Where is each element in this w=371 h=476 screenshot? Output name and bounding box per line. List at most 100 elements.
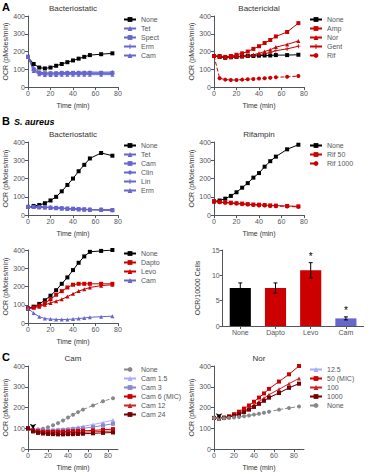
svg-text:Bacteriostatic: Bacteriostatic <box>49 130 97 139</box>
svg-text:100: 100 <box>199 66 211 73</box>
svg-text:300: 300 <box>199 30 211 37</box>
svg-text:200: 200 <box>199 175 211 182</box>
svg-text:0: 0 <box>215 323 219 330</box>
svg-text:Cam 1.5: Cam 1.5 <box>141 375 168 382</box>
svg-text:Cam 24: Cam 24 <box>141 411 166 418</box>
svg-text:0: 0 <box>207 446 211 453</box>
svg-text:20: 20 <box>47 326 55 333</box>
svg-text:20: 20 <box>47 218 55 225</box>
svg-text:40: 40 <box>250 452 258 459</box>
svg-text:400: 400 <box>13 247 25 254</box>
svg-text:5: 5 <box>215 297 219 304</box>
svg-text:Time (min): Time (min) <box>56 464 89 472</box>
svg-text:400: 400 <box>199 363 211 370</box>
svg-text:400: 400 <box>13 363 25 370</box>
svg-text:Time (min): Time (min) <box>242 102 275 110</box>
svg-text:60: 60 <box>92 218 100 225</box>
svg-text:OCR (pMoles/min): OCR (pMoles/min) <box>188 23 196 81</box>
svg-text:C: C <box>2 351 10 363</box>
svg-text:80: 80 <box>300 90 308 97</box>
svg-text:Time (min): Time (min) <box>56 230 89 238</box>
svg-text:A: A <box>2 1 10 13</box>
svg-text:100: 100 <box>13 425 25 432</box>
svg-text:20: 20 <box>47 90 55 97</box>
svg-text:Time (min): Time (min) <box>56 338 89 346</box>
svg-text:Cam: Cam <box>338 329 353 336</box>
svg-text:0: 0 <box>21 84 25 91</box>
svg-text:1000: 1000 <box>327 393 343 400</box>
svg-text:20: 20 <box>232 218 240 225</box>
svg-text:Dapto: Dapto <box>141 259 160 267</box>
svg-text:Cam 6 (MIC): Cam 6 (MIC) <box>141 393 181 401</box>
svg-text:Tet: Tet <box>141 25 150 32</box>
svg-text:60: 60 <box>277 90 285 97</box>
svg-text:200: 200 <box>13 404 25 411</box>
svg-text:0: 0 <box>21 446 25 453</box>
svg-text:0: 0 <box>212 218 216 225</box>
svg-text:OCR (pMoles/min): OCR (pMoles/min) <box>188 150 196 208</box>
svg-text:40: 40 <box>64 452 72 459</box>
svg-text:Bacteriostatic: Bacteriostatic <box>49 4 97 13</box>
svg-text:Rif: Rif <box>327 52 336 59</box>
svg-text:80: 80 <box>300 218 308 225</box>
svg-text:Rif 50: Rif 50 <box>327 151 345 158</box>
svg-text:Lin: Lin <box>141 178 150 185</box>
svg-text:Nor: Nor <box>252 354 265 363</box>
svg-text:300: 300 <box>13 265 25 272</box>
svg-text:Spect: Spect <box>141 34 159 42</box>
svg-text:200: 200 <box>199 48 211 55</box>
svg-text:S. aureus: S. aureus <box>14 117 55 127</box>
svg-text:20: 20 <box>44 452 52 459</box>
svg-text:80: 80 <box>114 90 122 97</box>
svg-text:40: 40 <box>255 218 263 225</box>
svg-text:80: 80 <box>290 452 298 459</box>
svg-text:200: 200 <box>13 283 25 290</box>
svg-text:40: 40 <box>69 90 77 97</box>
svg-text:12.5: 12.5 <box>327 366 341 373</box>
svg-text:400: 400 <box>13 13 25 20</box>
svg-text:Amp: Amp <box>327 25 342 33</box>
svg-text:200: 200 <box>199 404 211 411</box>
svg-text:Time (min): Time (min) <box>242 464 275 472</box>
svg-text:200: 200 <box>13 48 25 55</box>
svg-text:80: 80 <box>114 326 122 333</box>
svg-text:None: None <box>141 250 158 257</box>
svg-text:80: 80 <box>104 452 112 459</box>
svg-text:Cam: Cam <box>141 160 156 167</box>
svg-text:60: 60 <box>270 452 278 459</box>
svg-text:Bactericidal: Bactericidal <box>238 4 280 13</box>
svg-text:Rifampin: Rifampin <box>243 130 275 139</box>
svg-text:OCR (pMoles/min): OCR (pMoles/min) <box>2 258 10 316</box>
svg-text:Cam 3: Cam 3 <box>141 384 162 391</box>
svg-text:100: 100 <box>199 425 211 432</box>
svg-text:Cam 12: Cam 12 <box>141 402 166 409</box>
svg-text:None: None <box>141 366 158 373</box>
svg-text:B: B <box>2 115 10 127</box>
svg-text:Cam: Cam <box>141 277 156 284</box>
svg-text:0: 0 <box>21 212 25 219</box>
svg-text:400: 400 <box>13 139 25 146</box>
svg-text:None: None <box>141 16 158 23</box>
svg-text:Rif 1000: Rif 1000 <box>327 160 353 167</box>
svg-text:0: 0 <box>212 452 216 459</box>
svg-text:400: 400 <box>199 13 211 20</box>
svg-text:0: 0 <box>26 326 30 333</box>
svg-text:15: 15 <box>211 247 219 254</box>
svg-text:None: None <box>327 402 344 409</box>
svg-text:Erm: Erm <box>141 187 154 194</box>
svg-text:300: 300 <box>199 383 211 390</box>
svg-text:40: 40 <box>69 326 77 333</box>
svg-text:Time (min): Time (min) <box>242 230 275 238</box>
svg-text:Nor: Nor <box>327 34 339 41</box>
svg-text:Erm: Erm <box>141 43 154 50</box>
svg-text:OCR (pMoles/min): OCR (pMoles/min) <box>2 23 10 81</box>
svg-text:0: 0 <box>21 320 25 327</box>
svg-text:Gent: Gent <box>327 43 342 50</box>
svg-text:Levo: Levo <box>303 329 318 336</box>
svg-text:OCR/10000 Cells: OCR/10000 Cells <box>194 260 201 315</box>
svg-text:Cam: Cam <box>65 354 82 363</box>
svg-text:50 (MIC): 50 (MIC) <box>327 375 354 383</box>
svg-text:40: 40 <box>255 90 263 97</box>
svg-text:60: 60 <box>92 90 100 97</box>
svg-text:100: 100 <box>13 301 25 308</box>
